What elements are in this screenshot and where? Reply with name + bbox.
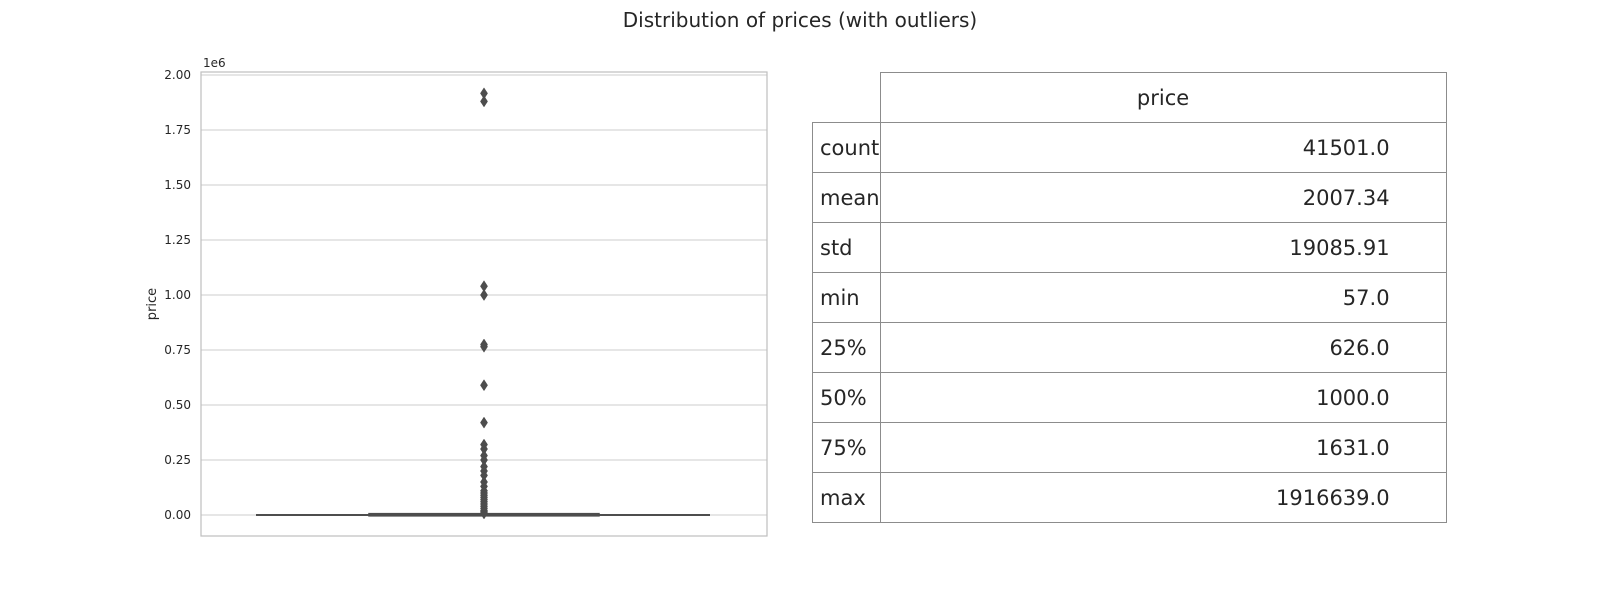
- row-label: std: [812, 222, 881, 273]
- row-label: 50%: [812, 372, 881, 423]
- row-value: 1916639.0: [879, 472, 1447, 523]
- y-tick-labels: 0.00 0.25 0.50 0.75 1.00 1.25 1.50 1.75 2.00: [164, 68, 191, 522]
- row-value: 2007.34: [879, 172, 1447, 223]
- table-row: count 41501.0: [812, 122, 1447, 173]
- outlier-point: [480, 379, 488, 392]
- row-value: 41501.0: [879, 122, 1447, 173]
- row-value: 57.0: [879, 272, 1447, 323]
- plot-frame: [200, 71, 768, 537]
- table-header-row: price: [812, 72, 1447, 123]
- table-column-header: price: [879, 72, 1447, 123]
- chart-title: Distribution of prices (with outliers): [622, 8, 978, 32]
- outlier-point: [480, 507, 488, 520]
- y-tick-label: 0.75: [164, 343, 191, 357]
- y-offset-label: 1e6: [203, 56, 226, 70]
- outlier-points: [480, 87, 488, 520]
- row-label: mean: [812, 172, 881, 223]
- boxplot-chart: 0.00 0.25 0.50 0.75 1.00 1.25 1.50 1.75 2.00 1e6…: [145, 56, 768, 537]
- table-row: max 1916639.0: [812, 472, 1447, 523]
- outlier-point: [480, 340, 488, 353]
- outlier-point: [480, 416, 488, 429]
- row-label: count: [812, 122, 881, 173]
- outlier-point: [480, 95, 488, 108]
- y-tick-label: 1.00: [164, 288, 191, 302]
- table-row: min 57.0: [812, 272, 1447, 323]
- table-row: std 19085.91: [812, 222, 1447, 273]
- row-value: 19085.91: [879, 222, 1447, 273]
- row-label: max: [812, 472, 881, 523]
- describe-table: price count 41501.0 mean 2007.34 std 19085.…: [812, 72, 1447, 523]
- row-value: 1631.0: [879, 422, 1447, 473]
- outlier-point: [480, 289, 488, 301]
- row-value: 1000.0: [879, 372, 1447, 423]
- row-label: min: [812, 272, 881, 323]
- table-row: 50% 1000.0: [812, 372, 1447, 423]
- y-tick-label: 2.00: [164, 68, 191, 82]
- table-row: 75% 1631.0: [812, 422, 1447, 473]
- table-row: mean 2007.34: [812, 172, 1447, 223]
- y-tick-label: 1.25: [164, 233, 191, 247]
- y-tick-label: 0.25: [164, 453, 191, 467]
- row-label: 25%: [812, 322, 881, 373]
- y-tick-label: 0.00: [164, 508, 191, 522]
- row-label: 75%: [812, 422, 881, 473]
- y-axis-label: price: [145, 288, 160, 320]
- table-row: 25% 626.0: [812, 322, 1447, 373]
- y-tick-label: 1.50: [164, 178, 191, 192]
- table-corner-cell: [812, 72, 881, 123]
- row-value: 626.0: [879, 322, 1447, 373]
- y-tick-label: 0.50: [164, 398, 191, 412]
- y-tick-label: 1.75: [164, 123, 191, 137]
